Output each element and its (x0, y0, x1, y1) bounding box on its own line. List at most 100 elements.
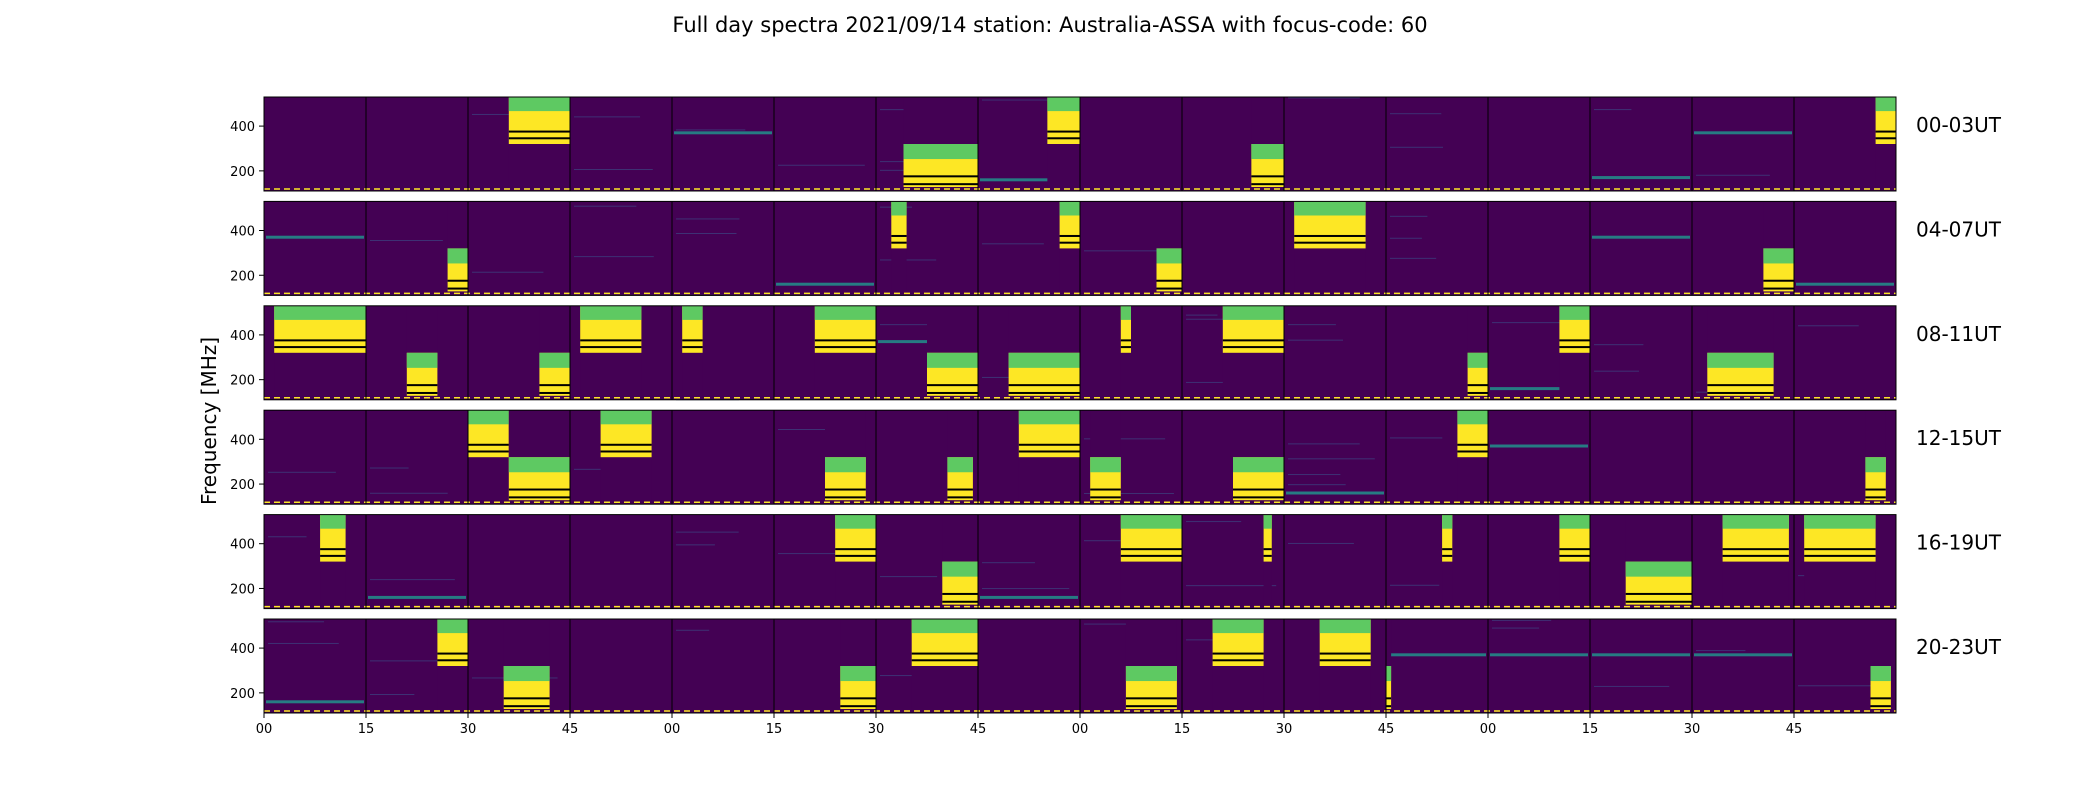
noise-line (1288, 97, 1360, 99)
block-stripe (891, 241, 907, 244)
block-green (1707, 352, 1774, 368)
block-stripe (1875, 130, 1896, 133)
teal-band (674, 131, 772, 135)
block-stripe (1125, 697, 1177, 700)
block-stripe (1059, 241, 1080, 244)
spectrum-row: 200 400 20-23UT (230, 618, 2002, 714)
noise-line (1390, 257, 1437, 259)
block-stripe (1875, 137, 1896, 140)
block-stripe (840, 705, 876, 708)
row-frame (263, 514, 1897, 610)
block-stripe (320, 554, 346, 557)
block-green (1457, 410, 1488, 425)
spectrum-row: 200 400 12-15UT (230, 409, 2002, 505)
noise-line (574, 169, 653, 171)
y-tick-label: 200 (230, 374, 255, 389)
block-stripe (580, 346, 642, 349)
block-green (1212, 619, 1264, 634)
block-stripe (1559, 339, 1590, 342)
noise-line (574, 205, 637, 207)
bright-block (437, 619, 468, 713)
y-tick-label: 200 (230, 269, 255, 284)
bright-block (814, 305, 876, 400)
teal-band (266, 700, 364, 704)
noise-line (1288, 443, 1360, 445)
y-tick-label: 200 (230, 478, 255, 493)
noise-line (1186, 585, 1277, 587)
block-stripe (1386, 705, 1392, 708)
block-stripe (1865, 488, 1886, 491)
bright-block (1251, 97, 1284, 191)
bright-block (1625, 514, 1692, 609)
block-stripe (1212, 652, 1264, 655)
noise-line (370, 240, 443, 242)
block-stripe (1233, 488, 1284, 491)
teal-band (1286, 491, 1384, 495)
block-stripe (1090, 488, 1121, 491)
noise-line (778, 164, 865, 166)
noise-line (1084, 493, 1174, 495)
block-stripe (682, 346, 703, 349)
row-frame (263, 96, 1897, 192)
block-green (1120, 514, 1182, 529)
noise-line (676, 544, 715, 546)
noise-line (1696, 174, 1770, 176)
row-label: 08-11UT (1916, 322, 2002, 346)
teal-band (1796, 282, 1894, 286)
block-stripe (1763, 287, 1794, 290)
bright-block (1875, 97, 1896, 191)
block-stripe (1294, 234, 1366, 237)
block-stripe (508, 130, 570, 133)
y-axis-label: Frequency [MHz] (197, 337, 221, 505)
block-green (1222, 305, 1284, 320)
block-stripe (1294, 241, 1366, 244)
row-label: 16-19UT (1916, 531, 2002, 555)
block-stripe (1559, 548, 1590, 551)
noise-line (370, 467, 409, 469)
noise-line (268, 642, 339, 644)
block-green (835, 514, 876, 529)
noise-line (1186, 381, 1258, 383)
block-stripe (1047, 137, 1080, 140)
x-tick-label: 30 (1276, 722, 1293, 737)
block-stripe (840, 697, 876, 700)
bright-block (1559, 305, 1590, 400)
block-stripe (406, 384, 438, 387)
bright-block (1233, 410, 1284, 505)
bright-block (508, 97, 570, 191)
block-stripe (927, 391, 978, 394)
noise-line (676, 218, 740, 220)
block-stripe (1120, 554, 1182, 557)
block-green (825, 457, 866, 473)
spectrum-row: 200 400 00-03UT (230, 96, 2002, 192)
block-stripe (947, 496, 973, 499)
bright-block (1059, 201, 1080, 296)
block-stripe (1047, 130, 1080, 133)
noise-line (370, 660, 457, 662)
block-stripe (1120, 548, 1182, 551)
bright-block (1222, 305, 1284, 400)
noise-line (982, 562, 1035, 564)
teal-band (1490, 387, 1588, 391)
block-stripe (1319, 652, 1371, 655)
x-tick-label: 30 (460, 722, 477, 737)
noise-line (1594, 370, 1639, 372)
noise-line (1492, 627, 1540, 629)
bright-block (1120, 305, 1131, 400)
noise-line (1288, 484, 1346, 486)
block-green (947, 457, 973, 473)
block-green (1263, 514, 1272, 529)
block-stripe (947, 488, 973, 491)
bright-block (942, 514, 978, 609)
block-green (1018, 410, 1080, 425)
bright-block (1870, 619, 1891, 713)
block-green (437, 619, 468, 634)
block-stripe (927, 384, 978, 387)
block-stripe (814, 346, 876, 349)
block-green (1090, 457, 1121, 473)
row-frame (263, 200, 1897, 296)
block-green (1804, 514, 1876, 529)
block-green (508, 97, 570, 112)
block-stripe (825, 488, 866, 491)
block-yellow (1442, 514, 1453, 562)
